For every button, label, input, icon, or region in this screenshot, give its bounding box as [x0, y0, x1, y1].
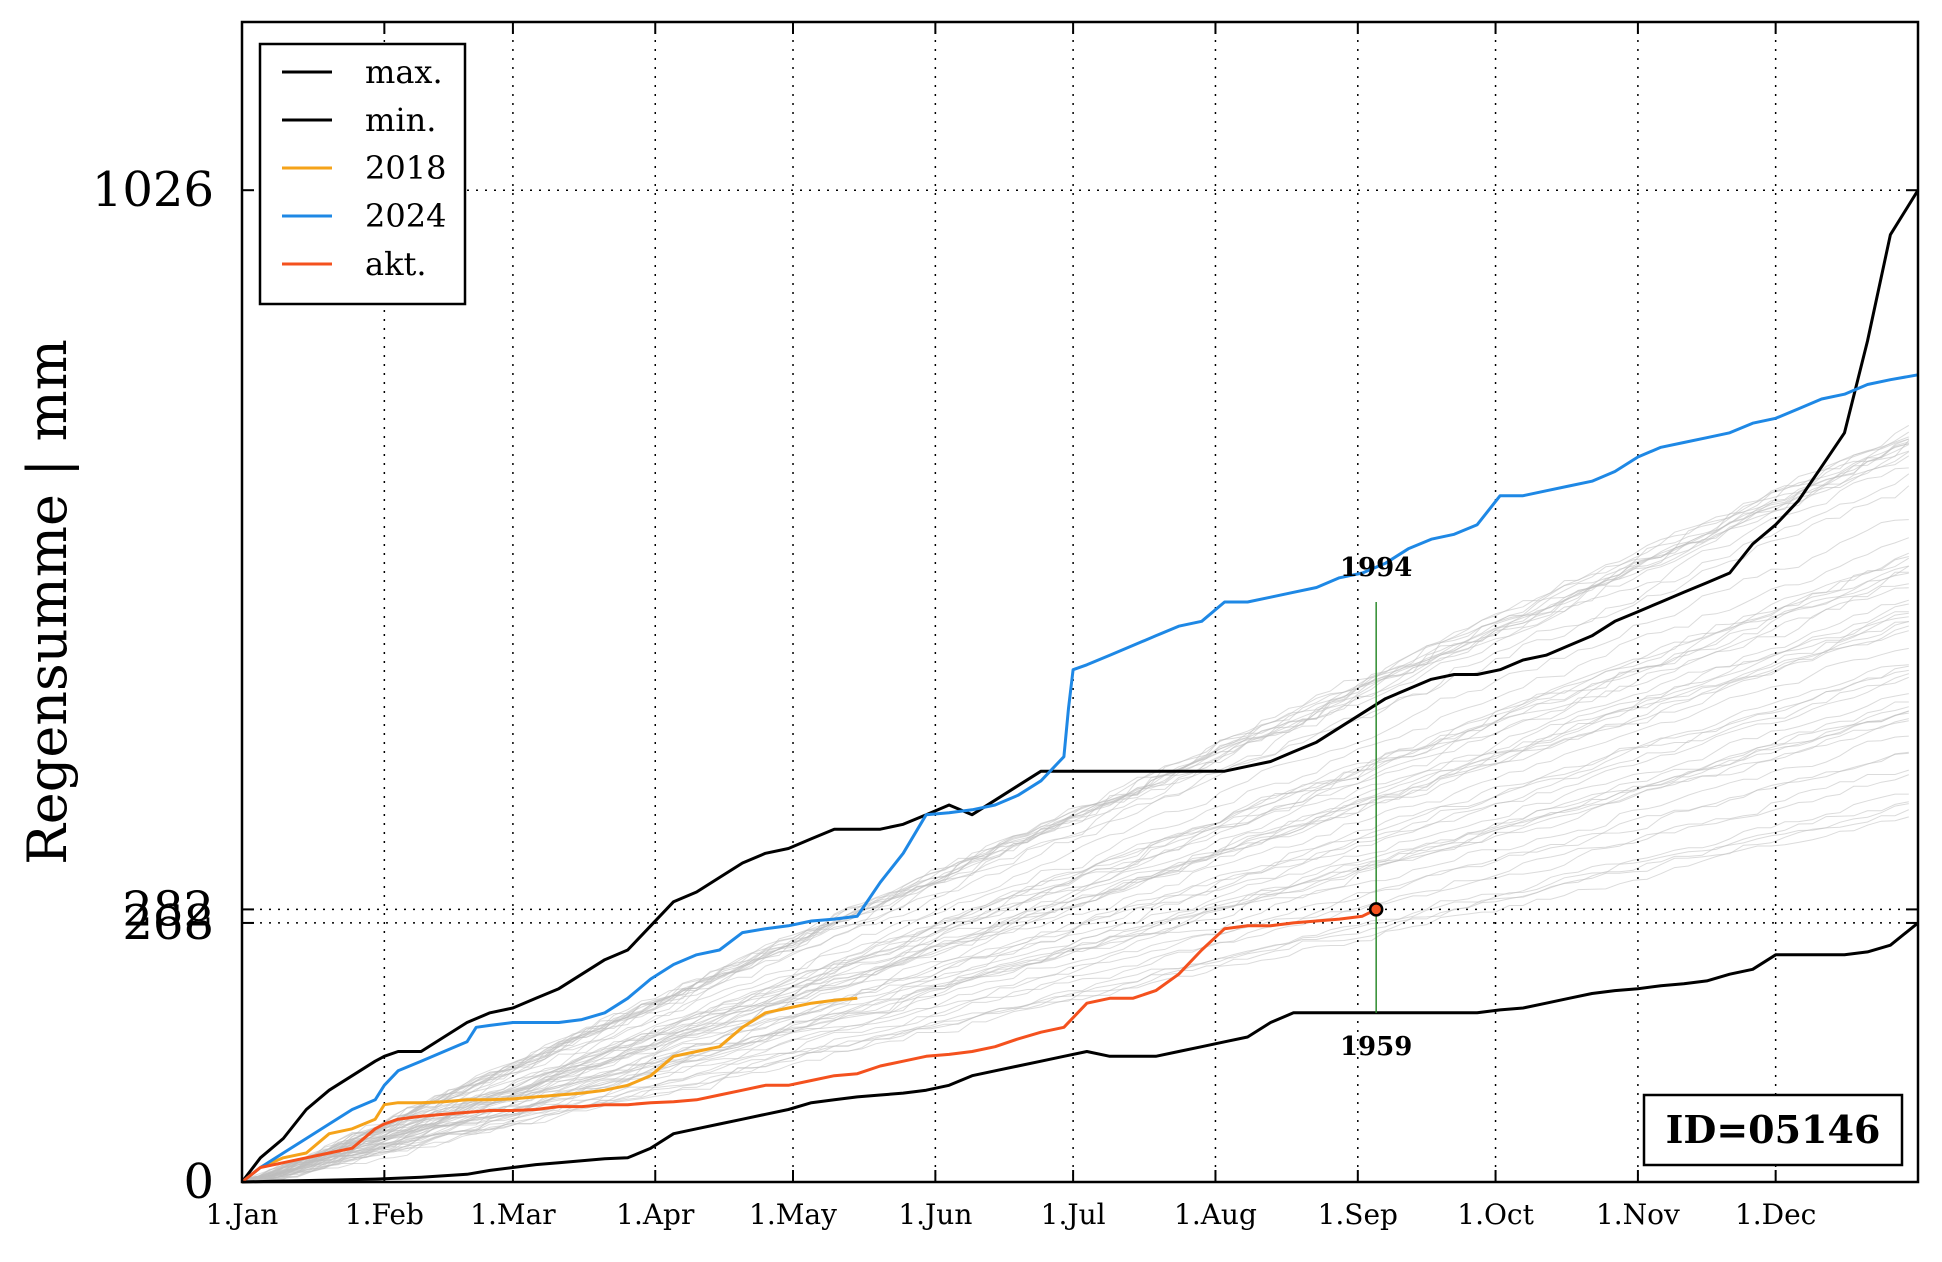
- background-year-line: [242, 801, 1909, 1183]
- background-year-line: [241, 769, 1909, 1183]
- background-year-line: [241, 612, 1909, 1180]
- background-year-line: [241, 809, 1909, 1183]
- min-year-label: 1959: [1340, 1032, 1412, 1062]
- background-year-line: [241, 485, 1910, 1183]
- legend-label: 2024: [365, 197, 446, 235]
- background-year-line: [241, 793, 1909, 1183]
- current-point-marker: [1368, 902, 1384, 917]
- series-line-min: [241, 921, 1919, 1184]
- x-tick-label: 1.Oct: [1457, 1198, 1534, 1231]
- x-tick-label: 1.Apr: [616, 1198, 695, 1231]
- y-tick-label: 1026: [92, 162, 214, 218]
- x-tick-label: 1.May: [749, 1198, 837, 1231]
- background-year-line: [241, 519, 1909, 1183]
- background-year-line: [241, 450, 1909, 1183]
- background-year-line: [241, 473, 1910, 1183]
- x-tick-label: 1.Aug: [1174, 1198, 1257, 1231]
- background-year-line: [241, 676, 1909, 1183]
- background-year-line: [241, 718, 1909, 1183]
- background-year-line: [242, 693, 1909, 1183]
- annotations: 1994 1959: [1340, 553, 1412, 1062]
- background-year-line: [241, 565, 1910, 1183]
- background-year-line: [241, 621, 1909, 1181]
- y-axis-label: Regensumme | mm: [16, 339, 79, 865]
- background-year-line: [241, 557, 1910, 1181]
- background-year-line: [241, 583, 1909, 1180]
- series-line-max: [240, 189, 1920, 1183]
- max-year-label: 1994: [1340, 553, 1412, 583]
- series-lines: [240, 189, 1920, 1184]
- legend-label: akt.: [365, 245, 427, 283]
- x-tick-label: 1.Sep: [1318, 1198, 1398, 1231]
- x-tick-label: 1.Jun: [898, 1198, 972, 1231]
- x-tick-label: 1.Dec: [1735, 1198, 1816, 1231]
- series-line-2018: [241, 996, 858, 1184]
- background-year-line: [241, 587, 1909, 1183]
- x-tick-label: 1.Feb: [345, 1198, 424, 1231]
- x-tick-label: 1.Mar: [470, 1198, 556, 1231]
- x-tick-label: 1.Nov: [1596, 1198, 1680, 1231]
- legend-label: min.: [365, 101, 436, 139]
- series-line-akt: [241, 908, 1377, 1184]
- y-tick-label: 268: [122, 895, 214, 951]
- legend-label: 2018: [365, 149, 446, 187]
- x-tick-label: 1.Jul: [1041, 1198, 1106, 1231]
- id-box-label: ID=05146: [1666, 1107, 1881, 1152]
- background-year-line: [242, 803, 1909, 1181]
- x-tick-label: 1.Jan: [206, 1198, 279, 1231]
- series-line-2024: [241, 373, 1919, 1184]
- plot-frame: [240, 20, 1920, 1184]
- background-year-line: [241, 647, 1909, 1183]
- background-year-line: [241, 712, 1909, 1183]
- axis-ticks: 1.Jan 1.Feb 1.Mar 1.Apr 1.May 1.Jun 1.Jul 1.Aug…: [92, 22, 1918, 1231]
- legend-label: max.: [365, 53, 443, 91]
- background-year-line: [241, 451, 1910, 1183]
- background-year-line: [242, 720, 1909, 1181]
- background-year-line: [241, 630, 1909, 1183]
- background-year-line: [241, 455, 1910, 1183]
- background-year-line: [241, 444, 1910, 1183]
- legend: max. min. 2018 2024 akt.: [258, 42, 467, 306]
- id-box-frame: [1642, 1093, 1904, 1167]
- y-tick-label: 282: [122, 881, 214, 937]
- background-year-line: [242, 431, 1910, 1183]
- y-tick-label: 0: [183, 1154, 214, 1210]
- station-id-box: ID=05146: [1642, 1093, 1904, 1167]
- legend-box: [258, 42, 467, 306]
